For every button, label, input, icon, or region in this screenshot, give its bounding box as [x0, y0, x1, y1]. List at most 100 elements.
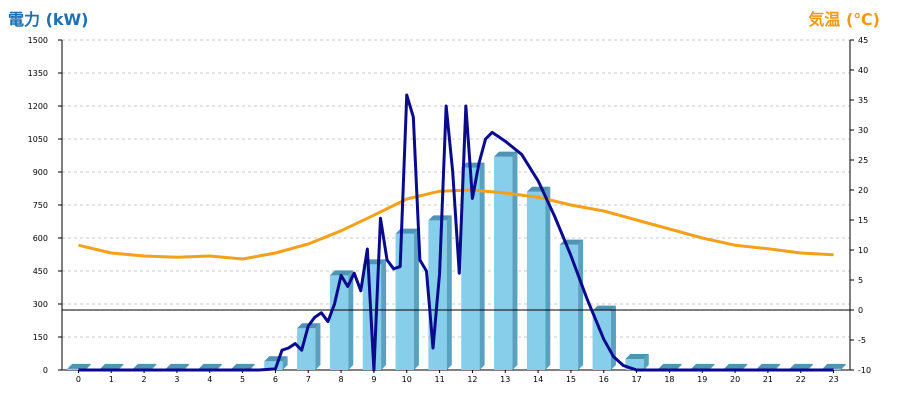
x-tick-label-4: 4 [207, 375, 212, 384]
left-tick-label-0: 0 [43, 366, 48, 375]
bar-side-21 [775, 363, 781, 370]
bar-top-5 [231, 363, 255, 369]
bar-top-22 [789, 363, 813, 369]
bar-side-18 [676, 363, 682, 370]
right-tick-label-6: 20 [858, 186, 868, 195]
bar-top-3 [165, 363, 190, 369]
bar-top-1 [100, 363, 124, 369]
bar-side-15 [578, 239, 584, 370]
bar-side-14 [545, 186, 551, 370]
left-tick-label-6: 900 [33, 168, 48, 177]
bar-top-11 [428, 215, 452, 221]
x-tick-label-18: 18 [664, 375, 674, 384]
bar-top-14 [526, 186, 551, 192]
right-tick-label-11: 45 [858, 36, 868, 45]
left-tick-label-3: 450 [33, 267, 48, 276]
bar-15 [559, 244, 579, 370]
bar-side-13 [512, 151, 518, 370]
bar-side-16 [610, 305, 616, 370]
left-tick-label-2: 300 [33, 300, 48, 309]
bar-6 [264, 361, 283, 370]
bar-top-17 [625, 354, 649, 359]
bar-12 [461, 167, 480, 370]
left-tick-label-4: 600 [33, 234, 48, 243]
left-tick-label-5: 750 [33, 201, 48, 210]
left-tick-label-7: 1050 [28, 135, 48, 144]
right-tick-label-5: 15 [858, 216, 868, 225]
x-tick-label-21: 21 [763, 375, 773, 384]
bar-side-6 [282, 356, 288, 370]
bar-top-8 [329, 270, 354, 276]
right-tick-label-10: 40 [858, 66, 868, 75]
left-tick-label-9: 1350 [28, 69, 48, 78]
x-tick-label-2: 2 [142, 375, 147, 384]
x-tick-label-3: 3 [174, 375, 179, 384]
x-tick-label-12: 12 [467, 375, 477, 384]
bar-side-11 [446, 215, 452, 370]
x-tick-label-6: 6 [273, 375, 278, 384]
right-tick-label-1: -5 [858, 336, 866, 345]
bar-13 [494, 156, 513, 370]
bar-top-13 [494, 151, 518, 157]
bar-0 [67, 368, 86, 370]
x-tick-label-19: 19 [697, 375, 707, 384]
bar-side-3 [184, 363, 190, 370]
bar-side-12 [479, 162, 485, 370]
bar-top-4 [198, 363, 222, 369]
temperature-line [78, 188, 834, 261]
bar-side-9 [381, 259, 387, 370]
right-tick-label-7: 25 [858, 156, 868, 165]
bar-side-22 [807, 363, 813, 370]
bar-side-17 [643, 354, 649, 370]
left-axis-title: 電力 (kW) [8, 10, 89, 29]
right-tick-label-9: 35 [858, 96, 868, 105]
left-tick-label-1: 150 [33, 333, 48, 342]
bar-top-20 [723, 363, 748, 369]
right-tick-label-2: 0 [858, 306, 863, 315]
right-tick-label-4: 10 [858, 246, 868, 255]
x-tick-label-15: 15 [566, 375, 576, 384]
right-axis-title: 気温 (℃) [808, 10, 880, 29]
bar-top-21 [756, 363, 781, 369]
bar-14 [526, 191, 546, 370]
bar-top-2 [132, 363, 157, 369]
bar-top-6 [264, 356, 288, 362]
x-tick-label-22: 22 [796, 375, 806, 384]
bar-side-10 [413, 228, 419, 370]
left-tick-label-10: 1500 [28, 36, 48, 45]
bar-side-19 [709, 363, 715, 370]
bar-top-16 [592, 305, 616, 311]
bar-10 [395, 233, 414, 370]
x-tick-label-1: 1 [109, 375, 114, 384]
bar-7 [297, 328, 316, 370]
bar-side-0 [85, 363, 91, 370]
x-tick-label-23: 23 [828, 375, 838, 384]
x-tick-label-8: 8 [339, 375, 344, 384]
x-tick-label-7: 7 [306, 375, 311, 384]
bar-top-19 [691, 363, 715, 369]
bar-17 [625, 359, 644, 370]
bar-top-18 [658, 363, 682, 369]
left-tick-label-8: 1200 [28, 102, 48, 111]
bar-side-5 [249, 363, 255, 370]
power-line [78, 93, 834, 372]
right-tick-label-8: 30 [858, 126, 868, 135]
bar-top-23 [822, 363, 846, 369]
x-tick-label-17: 17 [631, 375, 641, 384]
bar-side-7 [315, 323, 321, 370]
x-tick-label-13: 13 [500, 375, 510, 384]
x-tick-label-9: 9 [371, 375, 376, 384]
x-tick-label-16: 16 [599, 375, 609, 384]
right-tick-label-0: -10 [858, 366, 871, 375]
x-tick-label-14: 14 [533, 375, 543, 384]
bar-top-0 [67, 363, 91, 369]
x-tick-label-0: 0 [76, 375, 81, 384]
x-tick-label-20: 20 [730, 375, 740, 384]
x-tick-label-11: 11 [434, 375, 444, 384]
right-tick-label-3: 5 [858, 276, 863, 285]
bar-side-2 [151, 363, 157, 370]
bar-side-23 [840, 363, 846, 370]
x-tick-label-10: 10 [402, 375, 412, 384]
bar-side-1 [118, 363, 124, 370]
